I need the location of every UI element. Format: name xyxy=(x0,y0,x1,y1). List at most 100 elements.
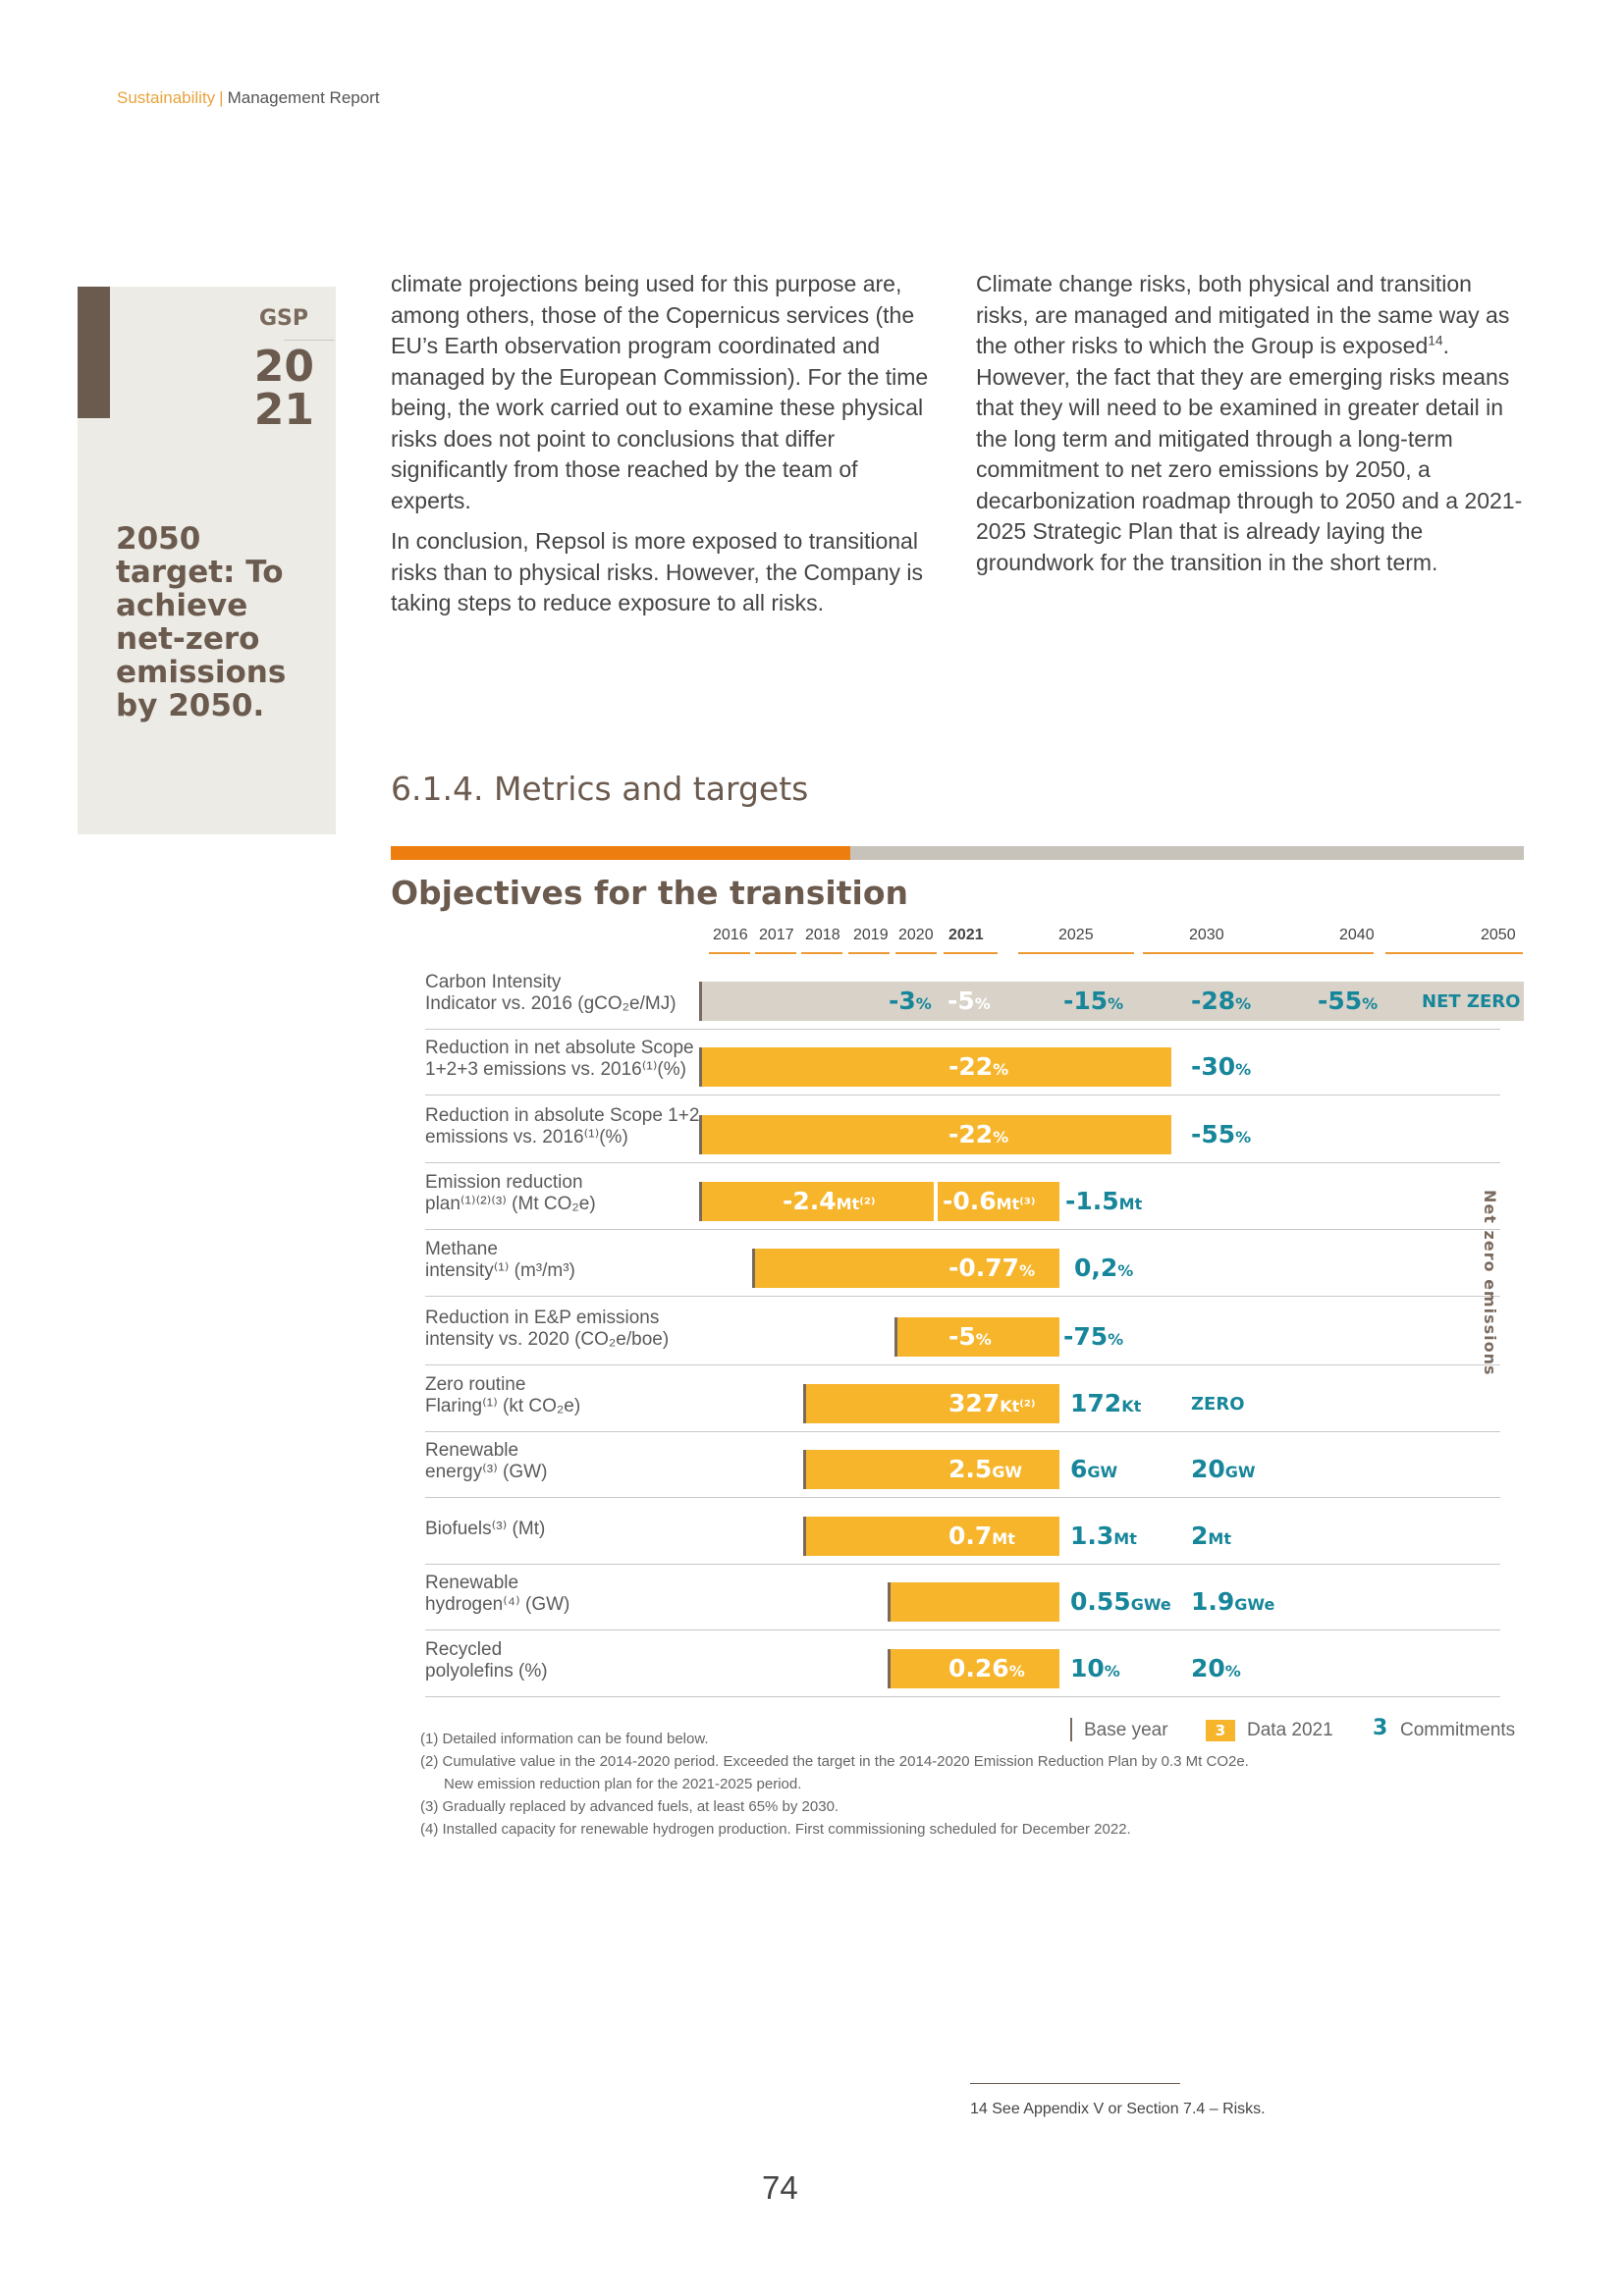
base-year-marker xyxy=(803,1450,806,1489)
value-label: 20GW xyxy=(1191,1455,1256,1483)
legend-base-marker xyxy=(1070,1718,1072,1741)
row-label-line: energy⁽³⁾ (GW) xyxy=(425,1462,548,1482)
page-number: 74 xyxy=(762,2169,798,2206)
row-label-line: Reduction in net absolute Scope xyxy=(425,1038,694,1058)
year-header-2025: 2025 xyxy=(1058,927,1094,943)
value-unit: Kt xyxy=(1121,1397,1142,1415)
year-underline xyxy=(944,952,998,954)
year-header-2018: 2018 xyxy=(805,927,840,943)
gsp-label: GSP xyxy=(258,306,308,331)
value-label: 172Kt xyxy=(1070,1389,1141,1417)
body-column-2: Climate change risks, both physical and … xyxy=(976,269,1526,588)
year-header-2030: 2030 xyxy=(1189,927,1224,943)
value-unit: % xyxy=(1008,1662,1025,1681)
value-label: 2Mt xyxy=(1191,1522,1231,1550)
value-label: -22% xyxy=(948,1120,1008,1148)
value-number: -2.4 xyxy=(783,1187,837,1215)
row-separator xyxy=(425,1364,1500,1365)
objectives-title: Objectives for the transition xyxy=(391,874,908,912)
row-label-line: Zero routine xyxy=(425,1374,526,1395)
footnote: 14 See Appendix V or Section 7.4 – Risks… xyxy=(970,2101,1266,2117)
row-label-line: Reduction in absolute Scope 1+2 xyxy=(425,1105,700,1126)
base-year-marker xyxy=(699,982,702,1021)
base-year-marker xyxy=(699,1115,702,1154)
year-header-2021: 2021 xyxy=(948,927,984,943)
chart-notes: (1) Detailed information can be found be… xyxy=(420,1728,1249,1841)
value-unit: % xyxy=(1108,1330,1124,1349)
row-label-line: Reduction in E&P emissions xyxy=(425,1308,660,1328)
value-number: -28 xyxy=(1191,987,1236,1015)
data-bar xyxy=(755,1249,1059,1288)
value-unit: Mt⁽²⁾ xyxy=(836,1195,876,1213)
value-number: 6 xyxy=(1070,1455,1088,1483)
value-unit: GW xyxy=(1087,1463,1118,1481)
data-bar xyxy=(702,982,1524,1021)
row-label: Biofuels⁽³⁾ (Mt) xyxy=(425,1519,700,1540)
value-unit: % xyxy=(1235,1128,1252,1147)
value-label: -0.77% xyxy=(948,1254,1035,1282)
data-bar xyxy=(702,1047,1171,1087)
row-separator xyxy=(425,1162,1500,1163)
year-underline xyxy=(895,952,937,954)
row-separator xyxy=(425,1296,1500,1297)
value-unit: Mt xyxy=(992,1529,1015,1548)
paragraph-text: Climate change risks, both physical and … xyxy=(976,271,1510,358)
value-number: -75 xyxy=(1063,1322,1109,1351)
year-bottom: 21 xyxy=(253,385,314,435)
value-label: -55% xyxy=(1318,987,1378,1015)
value-number: -1.5 xyxy=(1065,1187,1119,1215)
legend-data-swatch: 3 xyxy=(1206,1720,1235,1741)
value-unit: % xyxy=(993,1128,1009,1147)
footnote-ref[interactable]: 14 xyxy=(1428,333,1443,348)
legend-commit-sample: 3 xyxy=(1373,1716,1388,1740)
year-badge: 20 21 xyxy=(254,346,314,432)
row-label-line: Renewable xyxy=(425,1440,519,1461)
value-number: 10 xyxy=(1070,1654,1105,1682)
net-zero-side-label: Net zero emissions xyxy=(1481,1190,1499,1376)
value-number: -55 xyxy=(1318,987,1363,1015)
header-section: Sustainability xyxy=(117,88,216,107)
value-number: -0.6 xyxy=(943,1187,997,1215)
footnote-rule xyxy=(970,2083,1180,2084)
legend-data: Data 2021 xyxy=(1247,1720,1333,1740)
value-number: NET ZERO xyxy=(1422,991,1521,1012)
data-bar xyxy=(702,1182,934,1221)
value-number: -22 xyxy=(948,1120,994,1148)
row-label-line: Biofuels⁽³⁾ (Mt) xyxy=(425,1519,546,1539)
value-label: -5% xyxy=(948,1322,992,1351)
value-label: 2.5GW xyxy=(948,1455,1022,1483)
value-unit: % xyxy=(1108,994,1124,1013)
base-year-marker xyxy=(894,1317,897,1357)
row-label: Reduction in net absolute Scope 1+2+3 emi… xyxy=(425,1038,700,1081)
value-unit: Mt xyxy=(1208,1529,1231,1548)
row-label-line: Recycled xyxy=(425,1639,503,1660)
row-label-line: intensity⁽¹⁾ (m³/m³) xyxy=(425,1260,575,1281)
year-underline xyxy=(1385,952,1523,954)
value-number: 172 xyxy=(1070,1389,1122,1417)
data-bar xyxy=(806,1517,1059,1556)
year-underline xyxy=(801,952,842,954)
data-bar xyxy=(806,1450,1059,1489)
row-label-line: hydrogen⁽⁴⁾ (GW) xyxy=(425,1594,570,1615)
value-unit: % xyxy=(915,994,932,1013)
value-number: 0,2 xyxy=(1074,1254,1118,1282)
value-number: -30 xyxy=(1191,1052,1236,1081)
base-year-marker xyxy=(888,1649,891,1688)
row-separator xyxy=(425,1696,1500,1697)
paragraph: Climate change risks, both physical and … xyxy=(976,269,1526,578)
value-unit: % xyxy=(1235,1060,1252,1079)
value-label: 20% xyxy=(1191,1654,1241,1682)
value-number: 327 xyxy=(948,1389,1001,1417)
value-label: NET ZERO xyxy=(1422,991,1520,1012)
value-number: 2 xyxy=(1191,1522,1209,1550)
row-label-line: Indicator vs. 2016 (gCO₂e/MJ) xyxy=(425,993,677,1014)
note: (4) Installed capacity for renewable hyd… xyxy=(420,1821,1131,1838)
value-label: -5% xyxy=(947,987,991,1015)
value-number: -0.77 xyxy=(948,1254,1020,1282)
row-label-line: Methane xyxy=(425,1239,498,1259)
paragraph: In conclusion, Repsol is more exposed to… xyxy=(391,528,923,615)
data-bar xyxy=(891,1582,1059,1622)
base-year-marker xyxy=(699,1047,702,1087)
body-column-1: climate projections being used for this … xyxy=(391,269,941,629)
year-underline xyxy=(755,952,796,954)
